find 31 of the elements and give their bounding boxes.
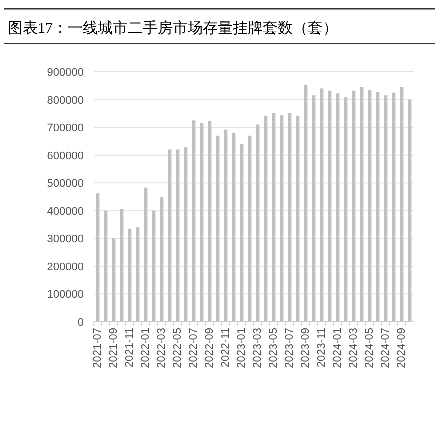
x-tick-label: 2021-07: [92, 328, 104, 368]
x-tick-label: 2023-09: [300, 328, 312, 368]
x-tick-label: 2024-05: [364, 328, 376, 368]
x-tick-label: 2022-07: [188, 328, 200, 368]
x-tick-label: 2022-03: [156, 328, 168, 368]
x-tick-label: 2023-07: [284, 328, 296, 368]
x-tick-label: 2023-01: [236, 328, 248, 368]
x-tick-label: 2021-09: [108, 328, 120, 368]
x-tick-label: 2022-05: [172, 328, 184, 368]
x-tick-label: 2024-09: [396, 328, 408, 368]
x-tick-label: 2021-11: [124, 328, 136, 368]
x-tick-label: 2024-01: [332, 328, 344, 368]
y-tick-label: 100000: [47, 289, 84, 302]
x-tick-label: 2024-07: [380, 328, 392, 368]
y-tick-label: 900000: [47, 67, 84, 79]
y-tick-label: 200000: [47, 261, 84, 274]
x-tick-label: 2024-03: [348, 328, 360, 368]
y-tick-label: 500000: [47, 178, 84, 190]
y-tick-label: 600000: [47, 150, 84, 162]
x-tick-label: 2022-09: [204, 328, 216, 368]
x-tick-label: 2023-03: [252, 328, 264, 368]
y-tick-label: 0: [78, 317, 84, 329]
y-tick-label: 800000: [47, 94, 84, 107]
x-tick-label: 2023-05: [268, 328, 280, 368]
x-tick-label: 2023-11: [316, 328, 328, 368]
title: 图表17：一线城市二手房市场存量挂牌套数（套）: [8, 21, 338, 37]
y-tick-label: 300000: [47, 234, 84, 246]
x-tick-label: 2022-01: [140, 328, 152, 368]
y-tick-label: 700000: [47, 122, 84, 135]
y-tick-label: 400000: [47, 206, 84, 218]
x-tick-label: 2022-11: [220, 328, 232, 368]
